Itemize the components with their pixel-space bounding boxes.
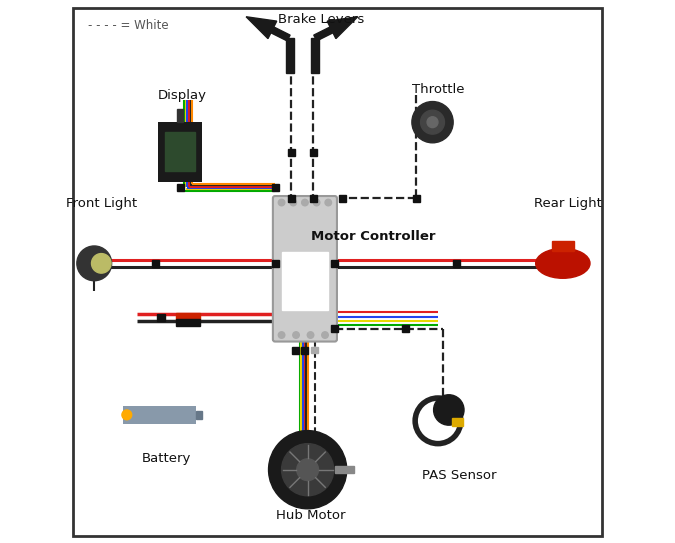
Circle shape (412, 102, 453, 143)
FancyArrow shape (246, 17, 290, 41)
Circle shape (297, 459, 319, 481)
FancyArrow shape (314, 17, 358, 41)
Bar (331, 325, 338, 332)
Bar (176, 313, 200, 320)
Bar (281, 252, 328, 310)
Ellipse shape (536, 249, 590, 279)
Circle shape (269, 431, 347, 509)
Bar (311, 38, 319, 73)
Bar (302, 347, 308, 354)
Bar (335, 466, 354, 473)
Bar (412, 195, 420, 202)
Circle shape (302, 199, 308, 206)
Circle shape (307, 332, 314, 338)
Text: Motor Controller: Motor Controller (310, 230, 435, 243)
Circle shape (322, 332, 328, 338)
Circle shape (122, 410, 132, 420)
Bar (271, 184, 279, 191)
Bar (152, 260, 159, 267)
Text: Rear Light: Rear Light (535, 197, 602, 210)
Bar (402, 325, 409, 332)
Circle shape (421, 110, 444, 134)
Bar (196, 411, 202, 419)
Bar (288, 195, 295, 202)
Circle shape (427, 117, 438, 128)
Bar (452, 418, 464, 426)
Bar (176, 184, 184, 191)
Circle shape (293, 332, 299, 338)
Bar (292, 347, 299, 354)
Circle shape (92, 254, 111, 273)
Text: Battery: Battery (142, 452, 191, 465)
Circle shape (313, 199, 320, 206)
Bar (177, 109, 184, 122)
Text: Display: Display (158, 89, 207, 102)
Text: Hub Motor: Hub Motor (275, 509, 345, 522)
Circle shape (290, 199, 296, 206)
FancyBboxPatch shape (273, 196, 337, 342)
Bar (310, 195, 317, 202)
Circle shape (325, 199, 331, 206)
Bar (176, 319, 200, 326)
Circle shape (77, 246, 111, 281)
Bar (165, 132, 195, 171)
Bar (159, 122, 202, 182)
Bar (311, 347, 318, 353)
Text: Throttle: Throttle (412, 83, 464, 96)
Bar (271, 260, 279, 267)
Circle shape (281, 444, 333, 496)
Circle shape (278, 332, 285, 338)
Circle shape (278, 199, 285, 206)
Bar (552, 241, 574, 251)
Text: Brake Levers: Brake Levers (278, 12, 364, 26)
Circle shape (433, 395, 464, 425)
Bar (157, 314, 165, 321)
Text: Front Light: Front Light (65, 197, 137, 210)
Bar (123, 406, 196, 424)
Bar (310, 149, 317, 156)
Text: PAS Sensor: PAS Sensor (423, 469, 497, 482)
Bar (288, 149, 295, 156)
Bar (340, 195, 346, 202)
Bar (286, 38, 294, 73)
Bar (454, 260, 460, 267)
Bar (331, 260, 338, 267)
Text: - - - - = White: - - - - = White (88, 19, 168, 32)
